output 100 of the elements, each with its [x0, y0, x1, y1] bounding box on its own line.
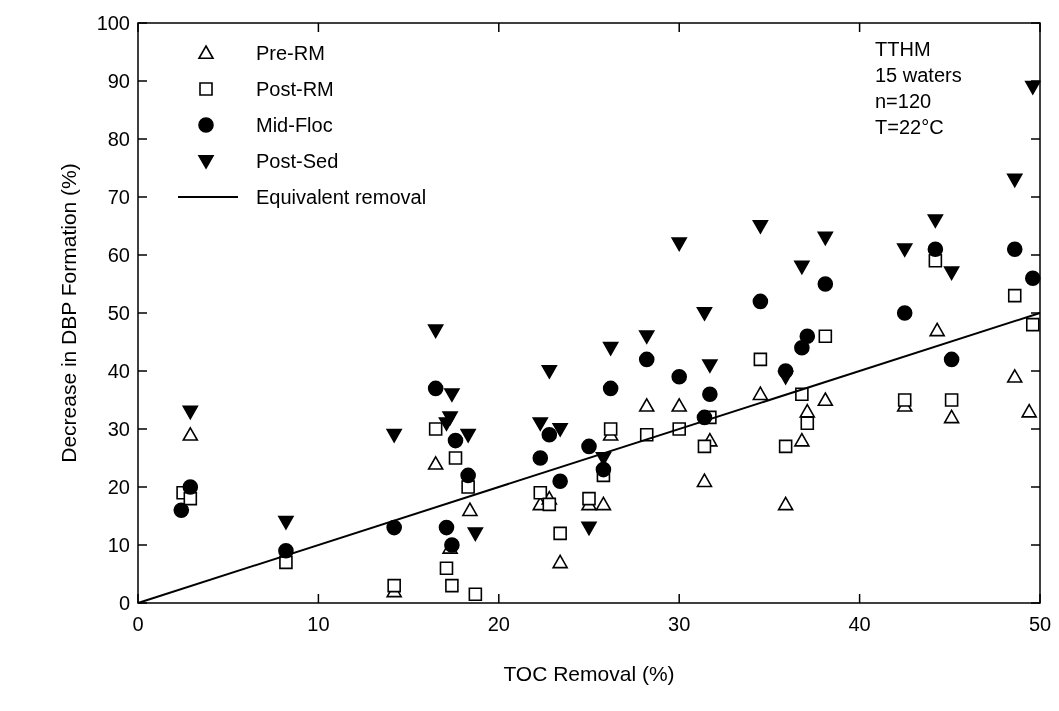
y-tick-label: 90: [107, 70, 130, 92]
point: [533, 486, 548, 500]
y-tick-label: 30: [107, 418, 130, 440]
point: [468, 587, 483, 602]
point: [897, 393, 912, 407]
point: [532, 417, 549, 431]
point: [1006, 369, 1023, 383]
point: [552, 554, 568, 569]
point: [943, 409, 960, 424]
point: [541, 427, 558, 443]
point: [777, 370, 794, 385]
legend-label: Post-RM: [256, 78, 334, 100]
point: [1006, 241, 1023, 257]
point: [582, 491, 596, 506]
point: [552, 422, 568, 437]
point: [182, 479, 199, 495]
y-tick-label: 70: [107, 186, 130, 208]
point: [387, 578, 401, 593]
point: [671, 369, 687, 385]
point: [638, 330, 655, 344]
point: [602, 380, 619, 397]
y-tick-label: 10: [107, 534, 130, 556]
point: [438, 519, 455, 536]
point: [943, 266, 960, 281]
point: [929, 322, 945, 337]
point: [794, 432, 810, 447]
point: [752, 219, 769, 234]
x-axis-title: TOC Removal (%): [503, 662, 675, 685]
x-tick-label: 10: [307, 613, 330, 635]
point: [896, 305, 913, 321]
point: [173, 502, 190, 518]
point: [817, 231, 834, 246]
point: [702, 386, 718, 402]
point: [278, 515, 294, 530]
point: [638, 351, 655, 368]
y-tick-label: 0: [118, 592, 130, 614]
point: [696, 306, 713, 321]
point: [927, 214, 944, 228]
point: [799, 328, 816, 344]
point: [182, 427, 199, 441]
point: [532, 450, 549, 466]
point: [696, 473, 713, 488]
point: [702, 359, 718, 373]
point: [927, 241, 944, 257]
point: [1007, 288, 1022, 303]
point: [581, 521, 597, 536]
point: [603, 422, 618, 436]
point: [1006, 173, 1023, 188]
point: [697, 439, 712, 454]
annotation: 15 waters: [875, 64, 962, 86]
point: [428, 422, 443, 436]
point: [752, 386, 769, 401]
y-tick-label: 20: [107, 476, 130, 498]
point: [460, 428, 476, 443]
point: [542, 497, 557, 512]
point: [553, 526, 567, 541]
point: [182, 405, 199, 420]
point: [460, 467, 476, 484]
point: [638, 398, 655, 412]
y-tick-label: 100: [96, 12, 130, 34]
point: [671, 398, 687, 412]
point: [541, 364, 558, 379]
point: [447, 432, 464, 449]
point: [752, 293, 769, 310]
point: [1025, 317, 1040, 332]
x-tick-label: 0: [132, 613, 144, 635]
point: [602, 341, 619, 356]
point: [800, 416, 815, 430]
point: [794, 340, 810, 356]
point: [944, 393, 959, 407]
point: [444, 388, 460, 402]
point: [595, 496, 612, 511]
point: [552, 473, 568, 489]
point: [467, 527, 484, 542]
point: [777, 496, 794, 511]
point: [427, 380, 444, 397]
point: [818, 329, 833, 343]
point: [445, 578, 459, 593]
point: [427, 324, 444, 339]
legend-label: Equivalent removal: [256, 186, 427, 208]
x-tick-label: 50: [1028, 613, 1052, 635]
point: [448, 451, 463, 465]
point: [778, 439, 793, 454]
point: [1024, 270, 1041, 286]
point: [439, 561, 454, 575]
point: [1024, 80, 1041, 95]
point: [427, 456, 444, 470]
annotation: T=22°C: [875, 116, 944, 138]
y-tick-label: 50: [107, 302, 130, 324]
annotation: n=120: [875, 90, 932, 112]
point: [462, 502, 478, 517]
legend-label: Post-Sed: [256, 150, 339, 172]
point: [817, 392, 834, 407]
y-tick-label: 40: [107, 360, 130, 382]
annotation: TTHM: [875, 38, 931, 60]
point: [442, 411, 458, 426]
point: [581, 438, 597, 455]
y-tick-label: 80: [107, 128, 130, 150]
x-tick-label: 40: [848, 613, 871, 635]
point: [794, 260, 810, 275]
